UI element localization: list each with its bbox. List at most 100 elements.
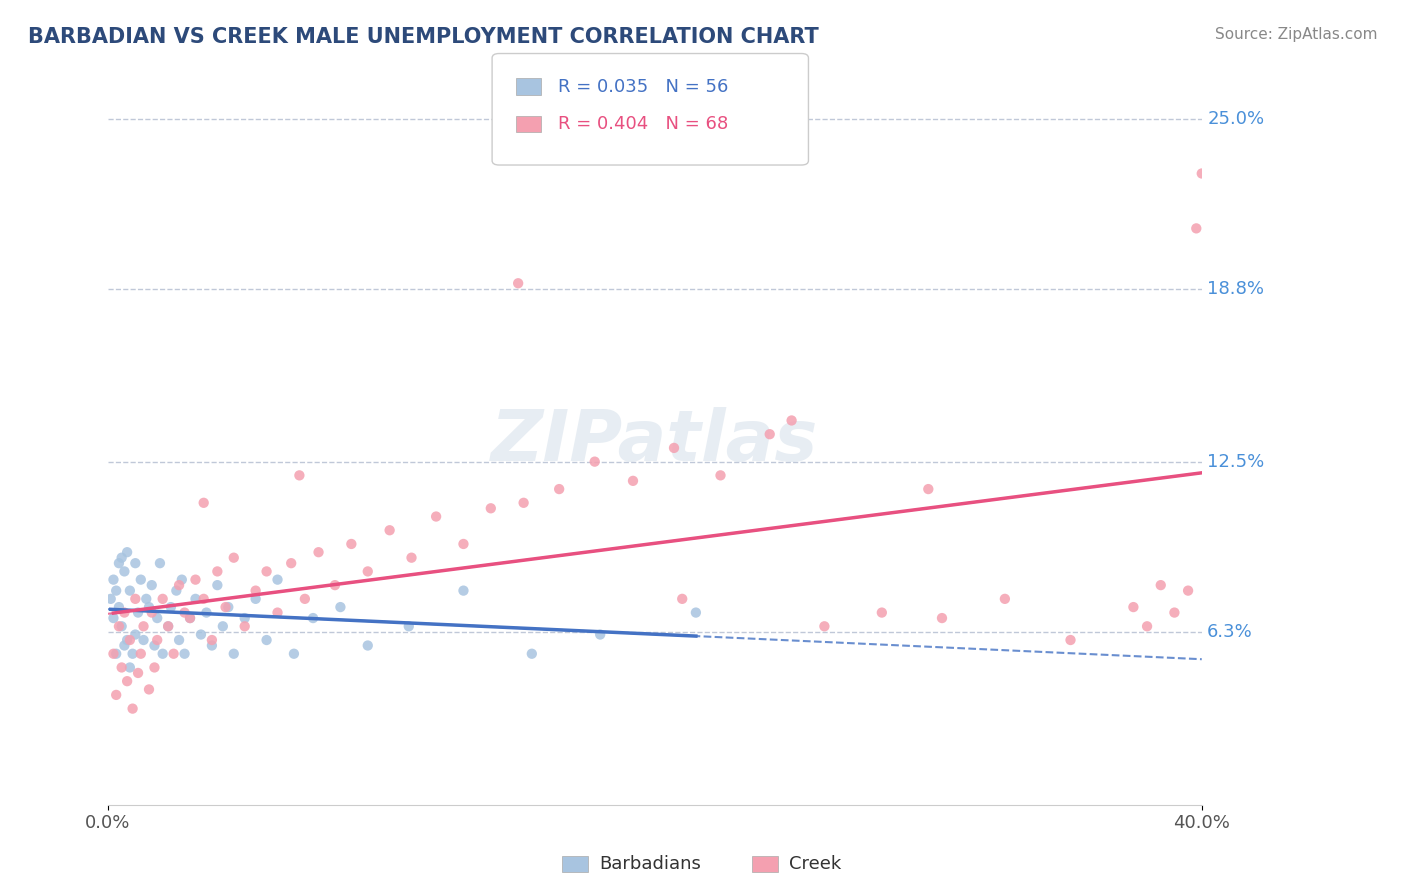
Point	[323, 578, 346, 592]
Point	[157, 619, 180, 633]
Point	[357, 639, 380, 653]
Point	[127, 606, 149, 620]
Point	[378, 523, 401, 537]
Point	[217, 600, 239, 615]
Point	[112, 606, 135, 620]
Point	[108, 600, 131, 615]
Text: BARBADIAN VS CREEK MALE UNEMPLOYMENT CORRELATION CHART: BARBADIAN VS CREEK MALE UNEMPLOYMENT COR…	[28, 27, 818, 46]
Point	[184, 591, 207, 606]
Point	[112, 639, 135, 653]
Point	[152, 591, 174, 606]
Point	[129, 647, 152, 661]
Point	[621, 474, 644, 488]
Text: 6.3%: 6.3%	[1208, 623, 1253, 640]
Point	[245, 583, 267, 598]
Point	[105, 583, 128, 598]
Point	[222, 647, 245, 661]
Point	[214, 600, 236, 615]
Point	[129, 573, 152, 587]
Point	[167, 633, 190, 648]
Point	[143, 639, 166, 653]
Point	[103, 573, 125, 587]
Point	[870, 606, 893, 620]
Point	[520, 647, 543, 661]
Point	[211, 619, 233, 633]
Text: Creek: Creek	[789, 855, 841, 873]
Text: 18.8%: 18.8%	[1208, 280, 1264, 298]
Point	[222, 550, 245, 565]
Text: ZIPatlas: ZIPatlas	[491, 407, 818, 475]
Point	[105, 688, 128, 702]
Point	[162, 647, 184, 661]
Point	[138, 600, 160, 615]
Point	[357, 565, 380, 579]
Point	[105, 647, 128, 661]
Point	[165, 583, 187, 598]
Point	[758, 427, 780, 442]
Point	[453, 583, 475, 598]
Point	[1059, 633, 1081, 648]
Point	[115, 674, 138, 689]
Point	[1191, 166, 1213, 180]
Point	[149, 556, 172, 570]
Point	[329, 600, 352, 615]
Point	[201, 639, 224, 653]
Point	[233, 619, 256, 633]
Point	[398, 619, 420, 633]
Point	[280, 556, 302, 570]
Point	[132, 619, 155, 633]
Point	[340, 537, 363, 551]
Point	[103, 647, 125, 661]
Text: 25.0%: 25.0%	[1208, 110, 1264, 128]
Point	[152, 647, 174, 661]
Point	[141, 578, 163, 592]
Point	[1122, 600, 1144, 615]
Point	[256, 633, 278, 648]
Text: 12.5%: 12.5%	[1208, 452, 1264, 471]
Point	[141, 606, 163, 620]
Point	[589, 627, 612, 641]
Point	[709, 468, 731, 483]
Text: Source: ZipAtlas.com: Source: ZipAtlas.com	[1215, 27, 1378, 42]
Point	[179, 611, 201, 625]
Point	[425, 509, 447, 524]
Point	[100, 591, 122, 606]
Point	[1185, 221, 1208, 235]
Point	[112, 565, 135, 579]
Point	[671, 591, 693, 606]
Point	[170, 573, 193, 587]
Text: R = 0.035   N = 56: R = 0.035 N = 56	[558, 78, 728, 95]
Point	[173, 606, 195, 620]
Point	[1136, 619, 1159, 633]
Point	[931, 611, 953, 625]
Point	[184, 573, 207, 587]
Point	[173, 647, 195, 661]
Point	[118, 633, 141, 648]
Point	[201, 633, 224, 648]
Point	[266, 606, 288, 620]
Point	[132, 633, 155, 648]
Point	[193, 496, 215, 510]
Point	[115, 633, 138, 648]
Point	[157, 619, 180, 633]
Point	[167, 578, 190, 592]
Point	[127, 665, 149, 680]
Point	[780, 413, 803, 427]
Point	[118, 660, 141, 674]
Point	[917, 482, 939, 496]
Point	[146, 611, 169, 625]
Point	[256, 565, 278, 579]
Point	[207, 578, 229, 592]
Text: R = 0.404   N = 68: R = 0.404 N = 68	[558, 115, 728, 133]
Point	[193, 591, 215, 606]
Point	[1177, 583, 1199, 598]
Point	[283, 647, 305, 661]
Point	[233, 611, 256, 625]
Point	[308, 545, 330, 559]
Point	[266, 573, 288, 587]
Point	[207, 565, 229, 579]
Point	[813, 619, 835, 633]
Point	[302, 611, 325, 625]
Point	[111, 550, 134, 565]
Point	[135, 591, 157, 606]
